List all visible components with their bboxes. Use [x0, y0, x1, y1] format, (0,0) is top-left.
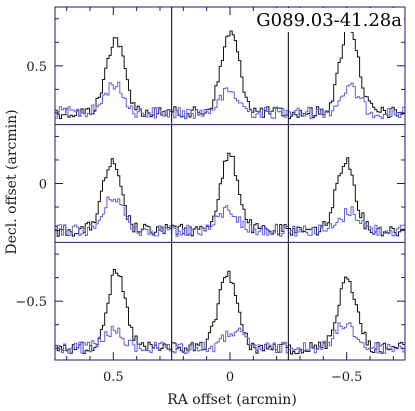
spectrum-black-r1-c1 — [171, 152, 289, 237]
spectrum-blue-r2-c2 — [288, 322, 406, 354]
spectrum-blue-r1-c1 — [171, 205, 289, 237]
spectra-layer — [55, 23, 406, 355]
y-axis-label: Decl. offset (arcmin) — [4, 109, 20, 254]
spectrum-blue-r2-c1 — [171, 327, 289, 354]
x-tick-label-1: 0 — [226, 370, 234, 385]
spectrum-blue-r1-c2 — [288, 206, 406, 237]
y-tick-label-2: −0.5 — [15, 295, 47, 310]
spectrum-black-r0-c2 — [288, 23, 406, 120]
spectrum-black-r0-c1 — [171, 30, 289, 120]
spectrum-black-r2-c1 — [171, 270, 289, 354]
spectrum-blue-r0-c1 — [171, 87, 289, 119]
tick-labels: 0.5 0 −0.5 0.5 0 −0.5 — [15, 60, 362, 385]
title-background — [270, 8, 404, 32]
spectrum-black-r2-c0 — [55, 269, 173, 354]
chart-title: G089.03-41.28a — [256, 10, 402, 31]
spectrum-black-r0-c0 — [55, 37, 173, 120]
y-tick-label-0: 0.5 — [26, 60, 47, 75]
y-tick-label-1: 0 — [39, 178, 47, 193]
spectrum-blue-r2-c0 — [55, 325, 173, 354]
spectrum-blue-r0-c2 — [288, 82, 406, 120]
spectrum-blue-r1-c0 — [55, 196, 173, 237]
x-axis-label: RA offset (arcmin) — [167, 392, 297, 408]
x-tick-label-2: −0.5 — [331, 370, 363, 385]
x-tick-label-0: 0.5 — [103, 370, 124, 385]
tick-marks — [54, 7, 405, 360]
spectrum-blue-r0-c0 — [55, 81, 173, 119]
spectrum-black-r1-c2 — [288, 157, 406, 237]
plot-frame — [54, 6, 406, 361]
plot-border — [54, 6, 406, 361]
spectrum-black-r1-c0 — [55, 158, 173, 237]
